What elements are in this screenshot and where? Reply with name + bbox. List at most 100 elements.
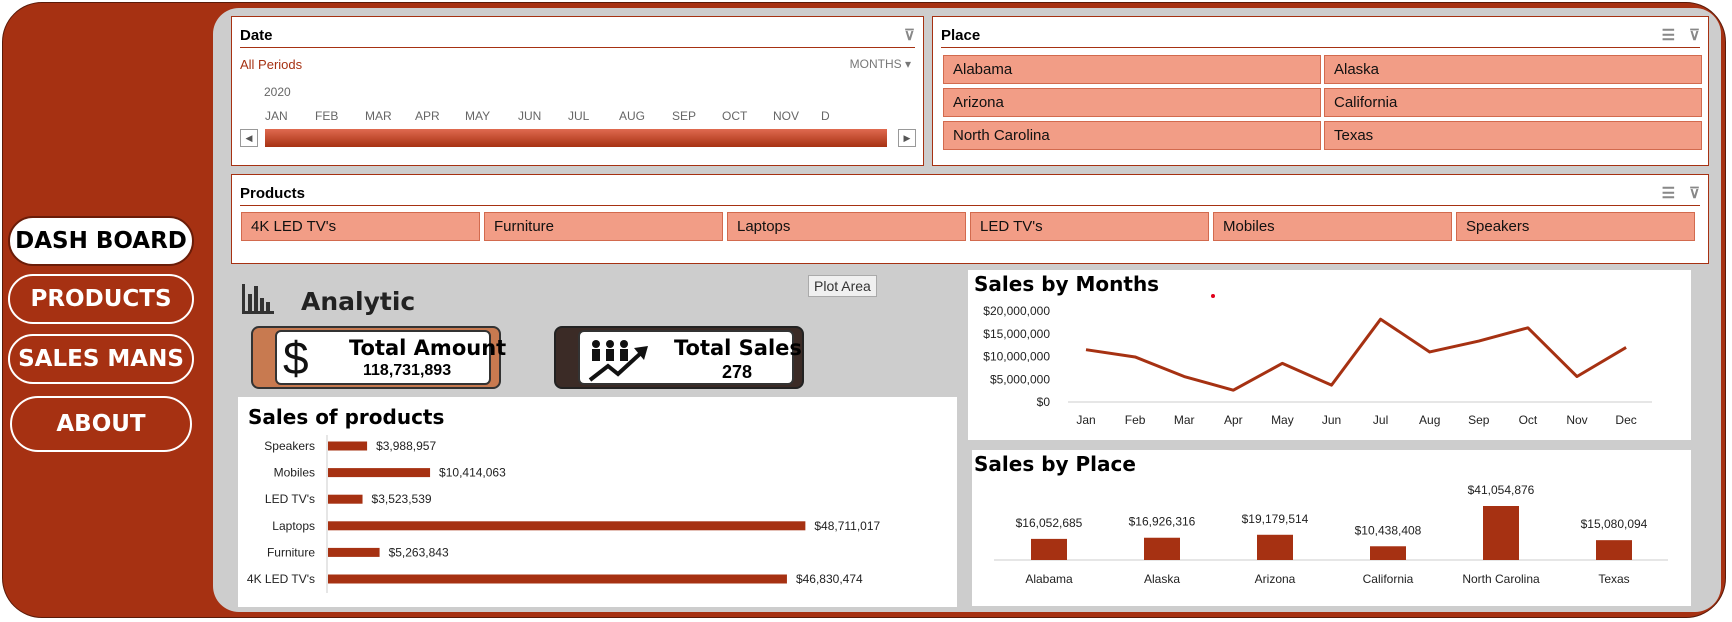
- y-tick-label: $5,000,000: [990, 372, 1050, 386]
- data-label: $5,263,843: [389, 545, 449, 559]
- month-label-sep: SEP: [672, 109, 697, 123]
- place-item-arizona[interactable]: Arizona: [943, 88, 1321, 117]
- bar-california[interactable]: [1370, 546, 1406, 560]
- x-tick-label: Jul: [1373, 413, 1388, 427]
- sales-of-products-plot: Speakers $3,988,957 Mobiles $10,414,063 LED …: [247, 435, 881, 593]
- bar-mobiles[interactable]: [328, 468, 431, 478]
- x-tick-label: Jan: [1076, 413, 1095, 427]
- month-label-mar: MAR: [365, 109, 392, 123]
- nav-dashboard-button[interactable]: DASH BOARD: [8, 216, 194, 266]
- month-label-may: MAY: [465, 109, 491, 123]
- multi-select-icon[interactable]: ☰: [1661, 27, 1676, 44]
- y-tick-label: $15,000,000: [983, 327, 1050, 341]
- month-label-jul: JUL: [568, 109, 590, 123]
- category-label: Alaska: [1144, 572, 1180, 586]
- product-item-led-tv-s[interactable]: LED TV's: [970, 212, 1209, 241]
- time-level-value: MONTHS: [849, 57, 902, 71]
- bar-furniture[interactable]: [328, 547, 380, 557]
- data-label: $16,926,316: [1129, 515, 1196, 529]
- multi-select-icon[interactable]: ☰: [1661, 185, 1676, 202]
- month-label-nov: NOV: [773, 109, 800, 123]
- x-tick-label: Feb: [1125, 413, 1146, 427]
- month-label-jun: JUN: [518, 109, 542, 123]
- month-label-oct: OCT: [722, 109, 748, 123]
- clear-filter-icon[interactable]: ⊽: [904, 27, 915, 44]
- place-item-california[interactable]: California: [1324, 88, 1702, 117]
- x-tick-label: Oct: [1519, 413, 1538, 427]
- month-label-jan: JAN: [265, 109, 288, 123]
- category-label: LED TV's: [265, 492, 315, 506]
- data-label: $46,830,474: [796, 572, 863, 586]
- bar-alabama[interactable]: [1031, 538, 1067, 560]
- product-item-speakers[interactable]: Speakers: [1456, 212, 1695, 241]
- data-label: $10,414,063: [439, 466, 506, 480]
- bar-led-tv-s[interactable]: [328, 494, 363, 504]
- nav-about-button[interactable]: ABOUT: [10, 396, 192, 452]
- clear-filter-icon[interactable]: ⊽: [1689, 185, 1700, 202]
- data-label: $48,711,017: [814, 519, 880, 533]
- bar-texas[interactable]: [1596, 540, 1632, 560]
- bar-4k-led-tv-s[interactable]: [328, 574, 787, 584]
- total-sales-label: Total Sales: [674, 336, 802, 360]
- total-amount-card: $ Total Amount 118,731,893: [251, 326, 506, 389]
- bar-alaska[interactable]: [1144, 537, 1180, 560]
- data-label: $19,179,514: [1242, 512, 1309, 526]
- data-label: $15,080,094: [1581, 517, 1648, 531]
- all-periods-label: All Periods: [240, 57, 303, 72]
- total-sales-card: Total Sales 278: [554, 326, 804, 389]
- place-item-alaska[interactable]: Alaska: [1324, 55, 1702, 84]
- place-item-north-carolina[interactable]: North Carolina: [943, 121, 1321, 150]
- data-label: $16,052,685: [1016, 516, 1083, 530]
- timeline-bar[interactable]: [265, 129, 887, 147]
- x-tick-label: Jun: [1322, 413, 1341, 427]
- total-amount-value: 118,731,893: [363, 362, 452, 379]
- category-label: Mobiles: [274, 466, 315, 480]
- x-tick-label: May: [1271, 413, 1294, 427]
- chevron-down-icon: ▾: [904, 57, 911, 71]
- plot-area-tooltip: Plot Area: [808, 275, 877, 297]
- bar-arizona[interactable]: [1257, 534, 1293, 560]
- bar-speakers[interactable]: [328, 441, 368, 451]
- month-label-apr: APR: [415, 109, 440, 123]
- sales-by-months-title: Sales by Months: [974, 272, 1160, 296]
- sales-line[interactable]: [1085, 317, 1627, 392]
- place-item-alabama[interactable]: Alabama: [943, 55, 1321, 84]
- product-item-4k-led-tv-s[interactable]: 4K LED TV's: [241, 212, 480, 241]
- nav-products-button[interactable]: PRODUCTS: [8, 274, 194, 324]
- data-label: $41,054,876: [1468, 483, 1535, 497]
- product-item-furniture[interactable]: Furniture: [484, 212, 723, 241]
- bar-laptops[interactable]: [328, 521, 806, 531]
- x-tick-label: Dec: [1615, 413, 1636, 427]
- sales-of-products-chart[interactable]: Sales of products Speakers $3,988,957 Mobi…: [238, 397, 957, 607]
- timeline-scroll-left-button[interactable]: ◀: [240, 129, 258, 147]
- clear-filter-icon[interactable]: ⊽: [1689, 27, 1700, 44]
- data-label: $3,523,539: [372, 492, 432, 506]
- category-label: Furniture: [267, 545, 315, 559]
- category-label: Texas: [1598, 572, 1629, 586]
- sales-by-months-chart[interactable]: Sales by Months $20,000,000 $15,000,000 $1…: [968, 270, 1691, 440]
- time-level-selector[interactable]: MONTHS ▾: [850, 57, 911, 71]
- category-label: Laptops: [272, 519, 315, 533]
- x-tick-label: Apr: [1224, 413, 1243, 427]
- sales-by-place-plot: $16,052,685 Alabama $16,926,316 Alaska $19,1…: [994, 483, 1668, 586]
- bar-north-carolina[interactable]: [1483, 506, 1519, 560]
- timeline-scroll-right-button[interactable]: ▶: [898, 129, 916, 147]
- data-label: $3,988,957: [376, 439, 436, 453]
- month-label-aug: AUG: [619, 109, 646, 123]
- category-label: Speakers: [264, 439, 315, 453]
- month-label-d: D: [821, 109, 830, 123]
- sales-by-place-chart[interactable]: Sales by Place $16,052,685 Alabama $16,926…: [972, 450, 1691, 606]
- product-item-laptops[interactable]: Laptops: [727, 212, 966, 241]
- place-item-texas[interactable]: Texas: [1324, 121, 1702, 150]
- total-sales-value: 278: [722, 362, 753, 382]
- date-slicer-header: Date ⊽: [240, 23, 915, 48]
- category-label: North Carolina: [1462, 572, 1540, 586]
- x-tick-label: Sep: [1468, 413, 1490, 427]
- nav-salesmans-button[interactable]: SALES MANS: [8, 334, 194, 384]
- product-item-mobiles[interactable]: Mobiles: [1213, 212, 1452, 241]
- place-slicer-title: Place: [941, 26, 981, 44]
- y-tick-label: $20,000,000: [983, 304, 1050, 318]
- y-tick-label: $10,000,000: [983, 350, 1050, 364]
- category-label: Arizona: [1255, 572, 1296, 586]
- marker-dot: [1211, 294, 1215, 298]
